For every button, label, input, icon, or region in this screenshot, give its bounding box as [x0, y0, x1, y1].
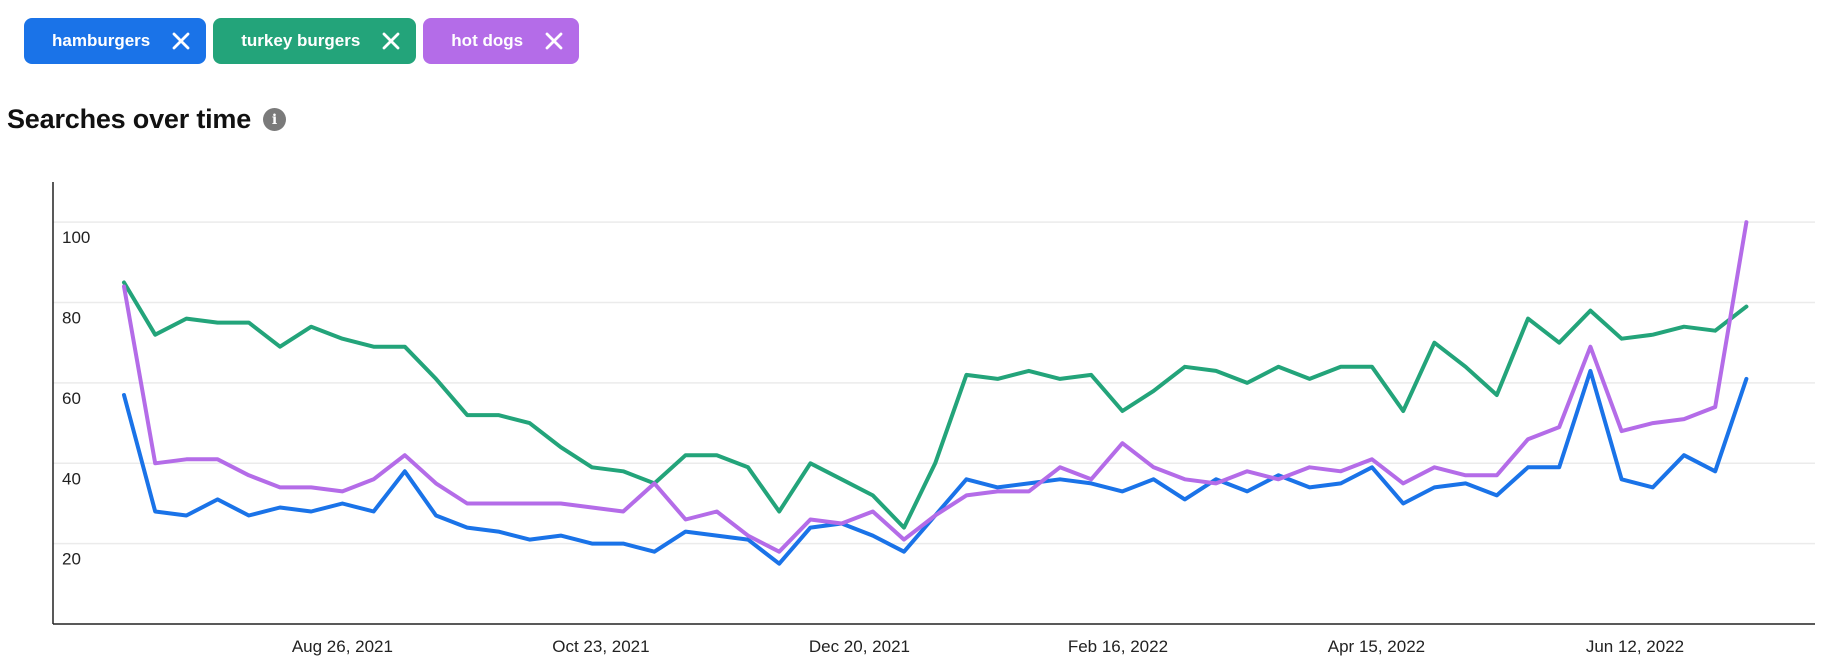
chip-label: hamburgers [52, 31, 151, 50]
filter-chip-hot-dogs[interactable]: hot dogs [423, 18, 580, 64]
x-tick-label: Oct 23, 2021 [552, 637, 649, 656]
filter-chips: hamburgers turkey burgers hot dogs [24, 18, 580, 64]
info-icon[interactable]: i [263, 108, 287, 131]
x-tick-label: Aug 26, 2021 [292, 637, 393, 656]
x-tick-label: Apr 15, 2022 [1328, 637, 1425, 656]
page-title: Searches over time [7, 104, 252, 134]
y-tick-label: 80 [62, 309, 81, 328]
y-tick-label: 60 [62, 389, 81, 408]
y-tick-label: 20 [62, 550, 81, 569]
filter-chip-turkey-burgers[interactable]: turkey burgers [213, 18, 417, 64]
close-icon[interactable] [172, 32, 190, 50]
section-header: Searches over time i [7, 104, 287, 135]
chip-label: hot dogs [451, 31, 524, 50]
close-icon[interactable] [545, 32, 563, 50]
filter-chip-hamburgers[interactable]: hamburgers [24, 18, 207, 64]
x-tick-label: Feb 16, 2022 [1068, 637, 1168, 656]
y-tick-label: 100 [62, 228, 90, 247]
close-icon[interactable] [382, 32, 400, 50]
series-line-hot-dogs [122, 220, 1749, 554]
chip-label: turkey burgers [241, 31, 361, 50]
series-line-turkey-burgers [122, 280, 1749, 530]
x-tick-label: Dec 20, 2021 [809, 637, 910, 656]
y-tick-label: 40 [62, 469, 81, 488]
x-tick-label: Jun 12, 2022 [1586, 637, 1684, 656]
